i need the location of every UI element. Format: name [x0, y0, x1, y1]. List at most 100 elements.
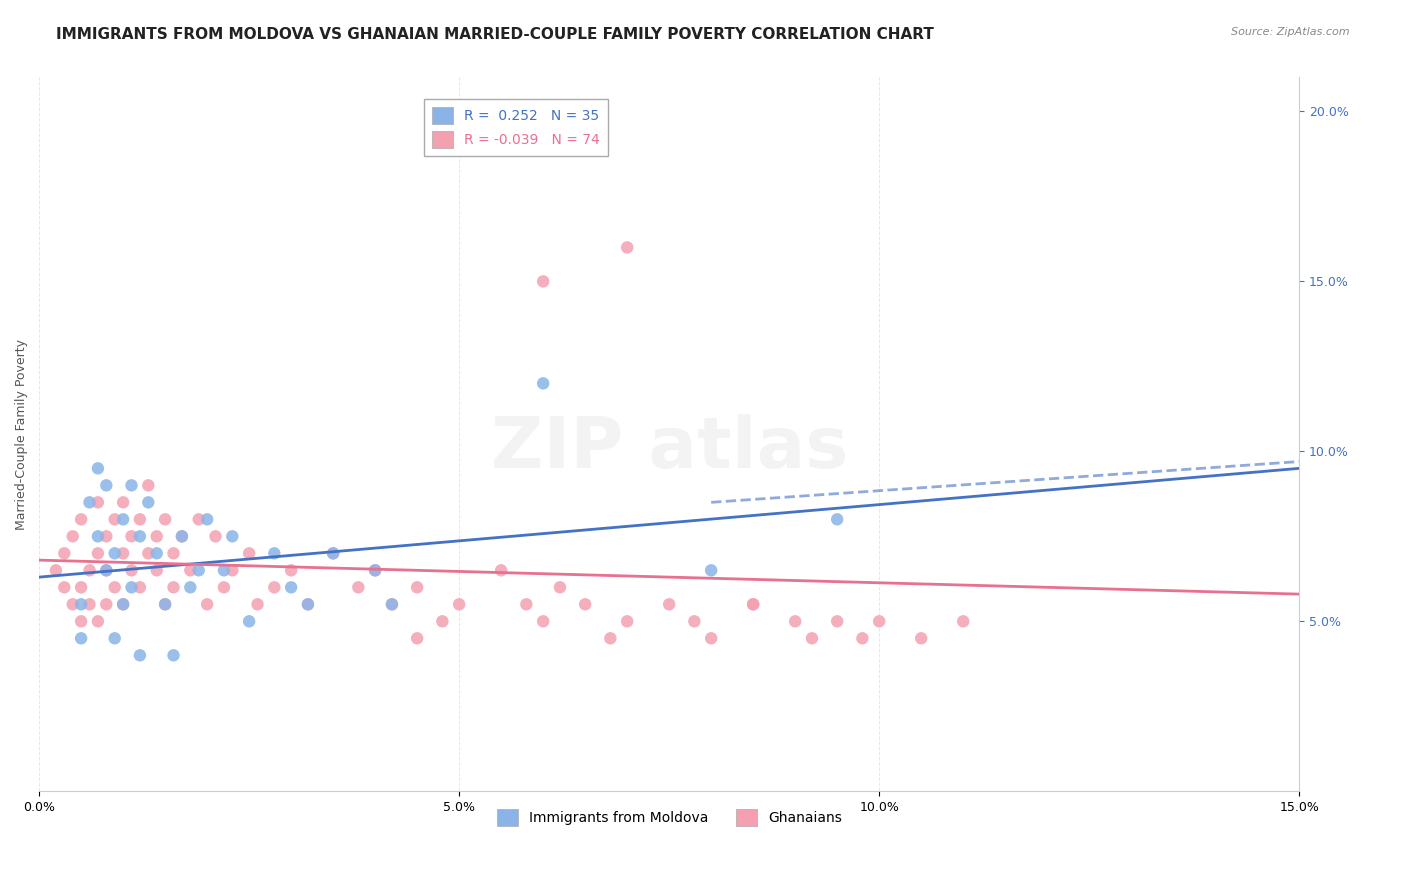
Point: [70, 512, 93, 526]
Point: [204, 529, 226, 543]
Point: [187, 512, 209, 526]
Point: [238, 546, 260, 560]
Point: [616, 615, 638, 629]
Point: [616, 240, 638, 254]
Point: [179, 580, 201, 594]
Y-axis label: Married-Couple Family Poverty: Married-Couple Family Poverty: [15, 339, 28, 530]
Point: [112, 597, 135, 611]
Point: [70, 615, 93, 629]
Point: [162, 580, 184, 594]
Point: [121, 580, 143, 594]
Point: [112, 546, 135, 560]
Point: [96, 597, 118, 611]
Point: [364, 563, 387, 577]
Point: [104, 580, 127, 594]
Point: [683, 615, 706, 629]
Text: IMMIGRANTS FROM MOLDOVA VS GHANAIAN MARRIED-COUPLE FAMILY POVERTY CORRELATION CH: IMMIGRANTS FROM MOLDOVA VS GHANAIAN MARR…: [56, 27, 934, 42]
Point: [153, 597, 176, 611]
Point: [79, 563, 101, 577]
Point: [297, 597, 319, 611]
Point: [297, 597, 319, 611]
Point: [825, 615, 848, 629]
Point: [70, 580, 93, 594]
Point: [87, 495, 110, 509]
Point: [700, 632, 723, 646]
Point: [70, 632, 93, 646]
Point: [129, 648, 152, 663]
Point: [238, 615, 260, 629]
Point: [153, 512, 176, 526]
Point: [548, 580, 571, 594]
Point: [62, 597, 84, 611]
Point: [96, 478, 118, 492]
Point: [531, 274, 554, 288]
Point: [129, 512, 152, 526]
Point: [162, 648, 184, 663]
Point: [87, 529, 110, 543]
Point: [179, 563, 201, 577]
Point: [195, 512, 218, 526]
Point: [45, 563, 67, 577]
Point: [322, 546, 344, 560]
Point: [658, 597, 681, 611]
Point: [742, 597, 765, 611]
Point: [364, 563, 387, 577]
Point: [112, 512, 135, 526]
Point: [280, 580, 302, 594]
Point: [170, 529, 193, 543]
Point: [96, 563, 118, 577]
Point: [868, 615, 890, 629]
Point: [851, 632, 873, 646]
Point: [136, 495, 159, 509]
Point: [53, 546, 76, 560]
Point: [195, 597, 218, 611]
Point: [112, 597, 135, 611]
Point: [87, 461, 110, 475]
Point: [162, 546, 184, 560]
Point: [212, 580, 235, 594]
Point: [121, 478, 143, 492]
Point: [599, 632, 621, 646]
Point: [53, 580, 76, 594]
Point: [700, 563, 723, 577]
Point: [136, 478, 159, 492]
Point: [347, 580, 370, 594]
Point: [531, 615, 554, 629]
Point: [112, 495, 135, 509]
Text: ZIP atlas: ZIP atlas: [491, 414, 848, 483]
Point: [87, 546, 110, 560]
Point: [221, 529, 243, 543]
Point: [801, 632, 824, 646]
Point: [136, 546, 159, 560]
Point: [574, 597, 596, 611]
Point: [406, 580, 429, 594]
Point: [145, 529, 167, 543]
Point: [406, 632, 429, 646]
Point: [104, 512, 127, 526]
Point: [449, 597, 471, 611]
Point: [145, 546, 167, 560]
Point: [212, 563, 235, 577]
Point: [153, 597, 176, 611]
Point: [187, 563, 209, 577]
Legend: Immigrants from Moldova, Ghanaians: Immigrants from Moldova, Ghanaians: [488, 801, 851, 834]
Point: [221, 563, 243, 577]
Point: [104, 546, 127, 560]
Point: [170, 529, 193, 543]
Point: [381, 597, 404, 611]
Point: [104, 632, 127, 646]
Point: [96, 563, 118, 577]
Point: [910, 632, 932, 646]
Text: Source: ZipAtlas.com: Source: ZipAtlas.com: [1232, 27, 1350, 37]
Point: [322, 546, 344, 560]
Point: [381, 597, 404, 611]
Point: [515, 597, 537, 611]
Point: [531, 376, 554, 391]
Point: [121, 563, 143, 577]
Point: [79, 597, 101, 611]
Point: [432, 615, 454, 629]
Point: [263, 580, 285, 594]
Point: [129, 580, 152, 594]
Point: [96, 529, 118, 543]
Point: [280, 563, 302, 577]
